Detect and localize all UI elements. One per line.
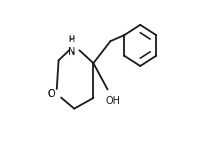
Text: N: N	[68, 47, 75, 57]
Text: O: O	[48, 89, 55, 99]
Text: N: N	[68, 46, 75, 56]
Text: OH: OH	[106, 96, 121, 106]
Text: H: H	[69, 36, 75, 45]
Text: H: H	[69, 35, 75, 44]
Text: O: O	[48, 89, 55, 99]
